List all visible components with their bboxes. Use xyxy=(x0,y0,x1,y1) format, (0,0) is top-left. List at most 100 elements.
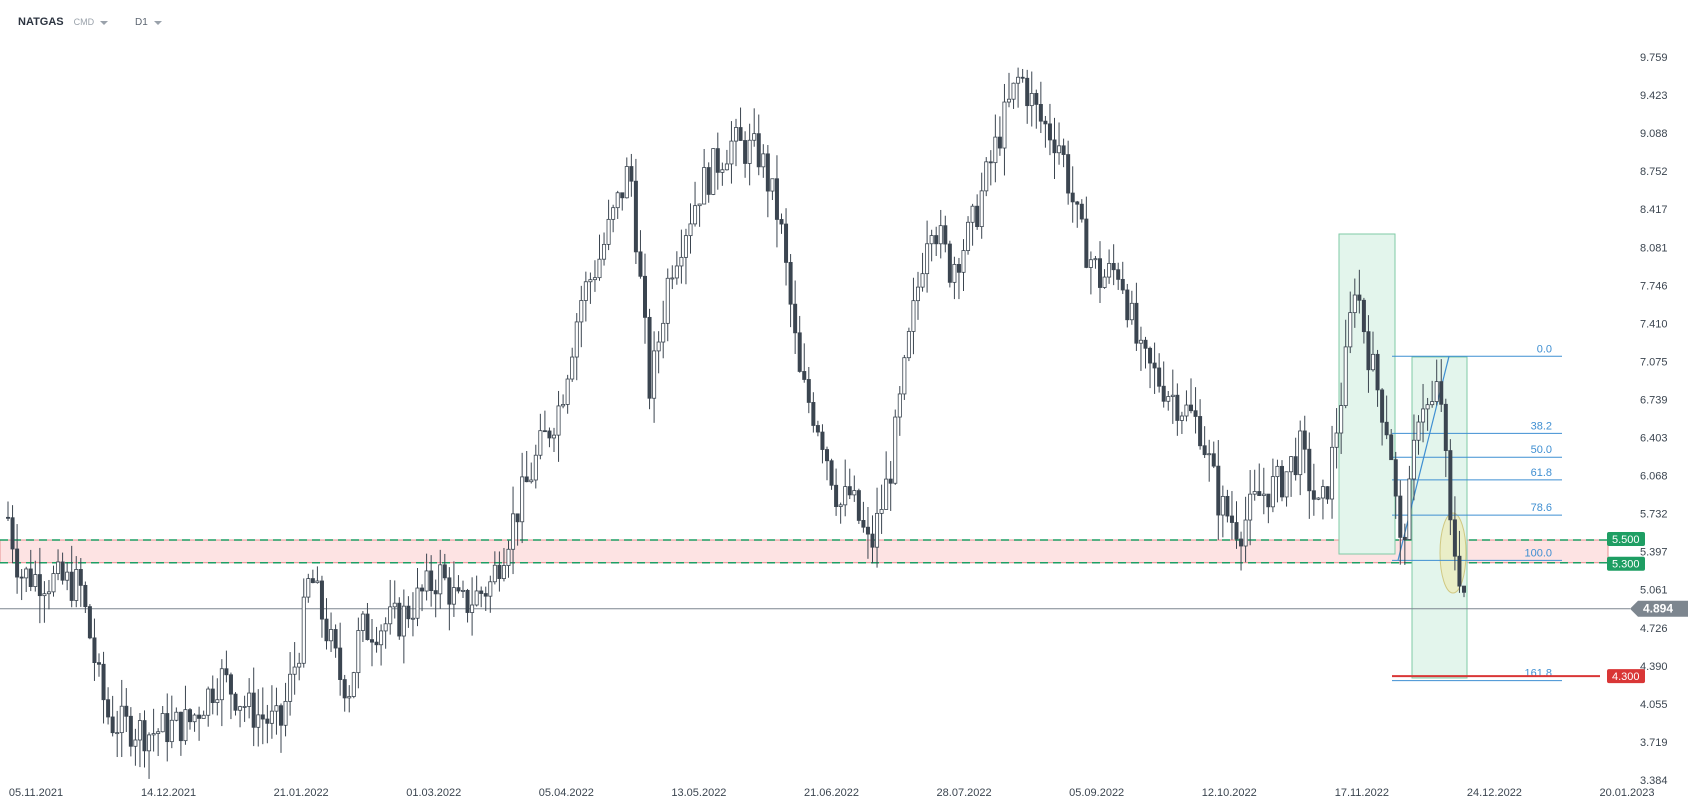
fib-label: 100.0 xyxy=(1524,547,1552,559)
candle-body xyxy=(1107,263,1112,278)
candle-body xyxy=(911,300,916,332)
candle-body xyxy=(51,573,56,593)
candle-body xyxy=(269,710,274,724)
candle-body xyxy=(174,711,179,721)
candle-body xyxy=(278,705,283,726)
price-tick-label: 8.417 xyxy=(1640,204,1668,216)
price-tick-label: 3.719 xyxy=(1640,737,1668,749)
time-tick-label: 14.12.2021 xyxy=(141,787,196,799)
candle-body xyxy=(474,590,479,606)
timeframe-selector[interactable]: D1 xyxy=(135,14,162,30)
candle-body xyxy=(46,591,51,595)
candle-body xyxy=(60,561,65,581)
candle-body xyxy=(233,693,238,711)
chart-header: NATGAS CMD xyxy=(18,14,109,30)
level-tag-4300-text: 4.300 xyxy=(1612,671,1640,683)
candle-body xyxy=(488,581,493,597)
candle-body xyxy=(119,705,124,734)
candle-body xyxy=(1211,453,1216,467)
candle-body xyxy=(1307,448,1312,492)
candle-body xyxy=(997,136,1002,149)
candle-body xyxy=(1439,381,1444,405)
level-tag-5500[interactable]: 5.500 xyxy=(1607,532,1645,547)
candle-body xyxy=(1320,486,1325,499)
chevron-down-icon[interactable] xyxy=(153,20,162,25)
candle-body xyxy=(993,136,998,164)
price-tick-label: 9.088 xyxy=(1640,128,1668,140)
candle-body xyxy=(69,571,74,601)
price-tick-label: 6.068 xyxy=(1640,471,1668,483)
candle-body xyxy=(806,379,811,403)
level-tag-5300[interactable]: 5.300 xyxy=(1607,556,1645,571)
level-tag-5500-text: 5.500 xyxy=(1612,534,1640,546)
candle-body xyxy=(1229,515,1234,523)
candle-body xyxy=(292,666,297,675)
candle-body xyxy=(1289,456,1294,473)
price-tick-label: 6.739 xyxy=(1640,394,1668,406)
price-tick-label: 8.752 xyxy=(1640,166,1668,178)
candle-body xyxy=(160,713,165,733)
time-tick-label: 24.12.2022 xyxy=(1467,787,1522,799)
candle-body xyxy=(460,589,465,592)
candle-body xyxy=(752,133,757,141)
candle-body xyxy=(633,180,638,253)
candle-body xyxy=(729,140,734,165)
candle-body xyxy=(943,225,948,245)
candle-body xyxy=(811,402,816,426)
candle-body xyxy=(988,161,993,164)
candle-body xyxy=(1152,362,1157,369)
candles[interactable] xyxy=(6,67,1467,779)
candle-body xyxy=(843,486,848,506)
candle-body xyxy=(875,512,880,548)
candle-body xyxy=(1057,145,1062,154)
candle-body xyxy=(1275,465,1280,478)
chevron-down-icon[interactable] xyxy=(100,20,109,25)
candle-body xyxy=(765,153,770,192)
instrument-type-label[interactable]: CMD xyxy=(73,17,95,27)
candle-body xyxy=(342,679,347,699)
candle-body xyxy=(902,357,907,395)
candle-body xyxy=(1207,453,1212,456)
current-price-text: 4.894 xyxy=(1643,602,1673,616)
candle-body xyxy=(961,250,966,273)
current-price-tag[interactable]: 4.894 xyxy=(1630,600,1688,617)
candle-body xyxy=(1434,381,1439,402)
candle-body xyxy=(297,662,302,668)
candle-body xyxy=(1084,218,1089,268)
candle-body xyxy=(1257,491,1262,496)
symbol-label[interactable]: NATGAS xyxy=(18,16,64,28)
candle-body xyxy=(1007,98,1012,103)
candle-body xyxy=(429,570,434,592)
candle-body xyxy=(433,590,438,595)
candle-body xyxy=(319,580,324,620)
candle-body xyxy=(597,258,602,279)
level-tag-4300-bg xyxy=(1607,669,1645,684)
candle-body xyxy=(888,478,893,484)
candle-body xyxy=(620,192,625,199)
candle-body xyxy=(1398,495,1403,538)
candle-body xyxy=(697,203,702,207)
candle-body xyxy=(1325,486,1330,500)
candle-body xyxy=(520,476,525,523)
candle-body xyxy=(1448,450,1453,521)
fib-label: 161.8 xyxy=(1524,668,1552,680)
candle-body xyxy=(947,243,952,283)
support-zone[interactable] xyxy=(0,539,1609,564)
candle-body xyxy=(966,221,971,251)
highlight-box-1[interactable] xyxy=(1338,233,1396,555)
candle-body xyxy=(228,674,233,695)
timeframe-label[interactable]: D1 xyxy=(135,16,148,28)
candle-body xyxy=(956,263,961,273)
price-tick-label: 4.726 xyxy=(1640,623,1668,635)
candle-body xyxy=(570,356,575,380)
level-tag-4300[interactable]: 4.300 xyxy=(1607,669,1645,684)
candle-body xyxy=(615,192,620,209)
candle-body xyxy=(1047,123,1052,141)
candle-body xyxy=(242,706,247,708)
candle-body xyxy=(87,606,92,639)
candle-body xyxy=(897,393,902,418)
candle-body xyxy=(825,449,830,462)
candle-body xyxy=(1252,491,1257,495)
candle-body xyxy=(351,672,356,697)
